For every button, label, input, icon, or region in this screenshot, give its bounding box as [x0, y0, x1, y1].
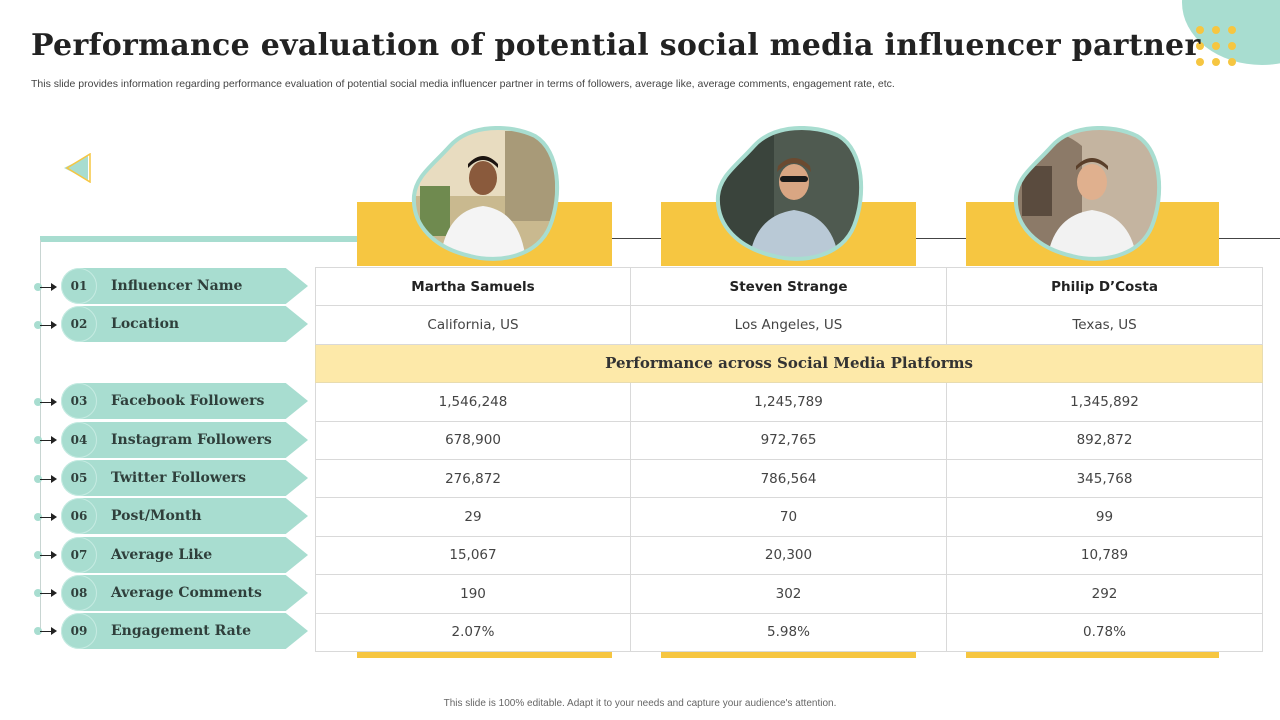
twitter-cell: 276,872 [315, 458, 631, 499]
engagement-cell: 2.07% [315, 612, 631, 652]
row-label-location: 02 Location [61, 306, 308, 342]
influencer-name-cell: Martha Samuels [315, 266, 631, 307]
section-title: Performance across Social Media Platform… [315, 343, 1263, 384]
table-row: 2.07% 5.98% 0.78% [315, 612, 1263, 652]
row-connector [34, 398, 58, 406]
likes-cell: 10,789 [946, 535, 1263, 576]
page-title: Performance evaluation of potential soci… [31, 28, 1201, 63]
footer-note: This slide is 100% editable. Adapt it to… [443, 698, 837, 709]
influencer-name-cell: Steven Strange [630, 266, 947, 307]
engagement-cell: 0.78% [946, 612, 1263, 652]
row-label-twitter-followers: 05 Twitter Followers [61, 460, 308, 496]
posts-cell: 70 [630, 497, 947, 537]
row-label-engagement-rate: 09 Engagement Rate [61, 613, 308, 649]
location-cell: Los Angeles, US [630, 305, 947, 345]
row-label-average-comments: 08 Average Comments [61, 575, 308, 611]
instagram-cell: 972,765 [630, 420, 947, 460]
accent-line [40, 236, 360, 242]
row-connector [34, 513, 58, 521]
location-cell: California, US [315, 305, 631, 345]
row-connector [34, 283, 58, 291]
row-label-instagram-followers: 04 Instagram Followers [61, 422, 308, 458]
posts-cell: 99 [946, 497, 1263, 537]
row-label-average-like: 07 Average Like [61, 537, 308, 573]
divider-line [1219, 238, 1280, 239]
influencer-photo-2 [714, 126, 864, 262]
influencer-name-cell: Philip D’Costa [946, 266, 1263, 307]
table-row: 190 302 292 [315, 574, 1263, 614]
table-row: Martha Samuels Steven Strange Philip D’C… [315, 266, 1263, 307]
column-footer-bar [357, 651, 612, 658]
page-subtitle: This slide provides information regardin… [31, 78, 895, 90]
table-row: 29 70 99 [315, 497, 1263, 537]
engagement-cell: 5.98% [630, 612, 947, 652]
likes-cell: 15,067 [315, 535, 631, 576]
table-row: 276,872 786,564 345,768 [315, 458, 1263, 499]
row-connector [34, 475, 58, 483]
section-header-row: Performance across Social Media Platform… [315, 343, 1263, 384]
divider-line [612, 238, 662, 239]
table-row: California, US Los Angeles, US Texas, US [315, 305, 1263, 345]
row-connector [34, 627, 58, 635]
influencer-photo-3 [1012, 126, 1162, 262]
location-cell: Texas, US [946, 305, 1263, 345]
comments-cell: 190 [315, 574, 631, 614]
row-connector [34, 551, 58, 559]
row-connector [34, 589, 58, 597]
influencer-photo-1 [410, 126, 560, 262]
instagram-cell: 678,900 [315, 420, 631, 460]
row-label-post-month: 06 Post/Month [61, 498, 308, 534]
posts-cell: 29 [315, 497, 631, 537]
influencer-comparison-table: Martha Samuels Steven Strange Philip D’C… [315, 266, 1263, 652]
row-label-influencer-name: 01 Influencer Name [61, 268, 308, 304]
dot-grid-decoration [1196, 26, 1236, 66]
row-label-facebook-followers: 03 Facebook Followers [61, 383, 308, 419]
column-footer-bar [966, 651, 1219, 658]
triangle-left-icon[interactable] [62, 152, 92, 184]
table-row: 1,546,248 1,245,789 1,345,892 [315, 382, 1263, 422]
divider-line [916, 238, 966, 239]
likes-cell: 20,300 [630, 535, 947, 576]
instagram-cell: 892,872 [946, 420, 1263, 460]
facebook-cell: 1,345,892 [946, 382, 1263, 422]
table-row: 678,900 972,765 892,872 [315, 420, 1263, 460]
row-connector [34, 436, 58, 444]
row-connector [34, 321, 58, 329]
comments-cell: 302 [630, 574, 947, 614]
comments-cell: 292 [946, 574, 1263, 614]
table-row: 15,067 20,300 10,789 [315, 535, 1263, 576]
twitter-cell: 345,768 [946, 458, 1263, 499]
twitter-cell: 786,564 [630, 458, 947, 499]
facebook-cell: 1,245,789 [630, 382, 947, 422]
column-footer-bar [661, 651, 916, 658]
facebook-cell: 1,546,248 [315, 382, 631, 422]
